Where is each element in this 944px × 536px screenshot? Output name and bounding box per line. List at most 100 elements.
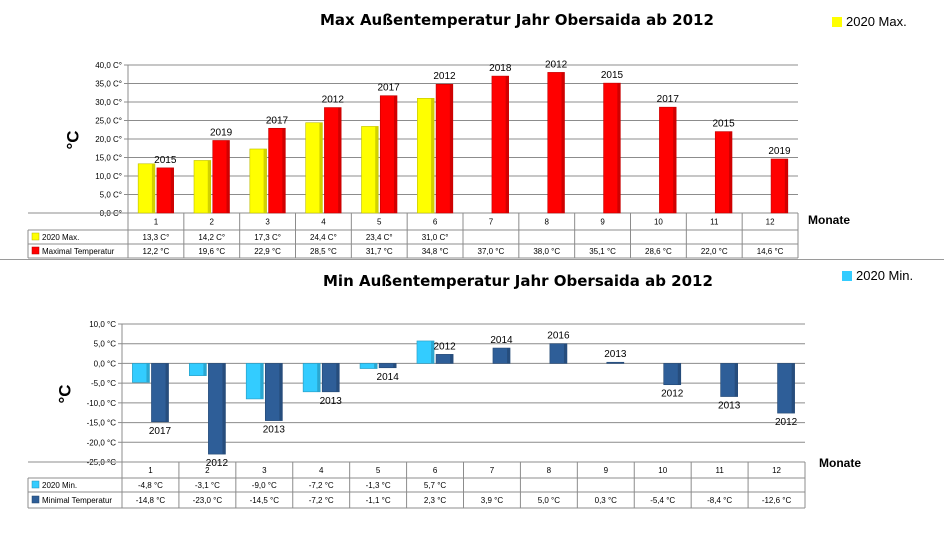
bar-year-label: 2019	[768, 146, 791, 157]
x-tick-label: 1	[148, 466, 153, 475]
bar-year-label: 2016	[547, 331, 570, 342]
y-tick-label: -15,0 °C	[87, 419, 117, 428]
x-tick-label: 10	[654, 218, 663, 227]
x-tick-label: 8	[545, 218, 550, 227]
table-value: -14,8 °C	[136, 496, 166, 505]
table-value: 35,1 °C	[589, 247, 616, 256]
bar-shade	[563, 343, 567, 364]
bar-shade	[260, 363, 264, 399]
table-value: 31,7 °C	[366, 247, 393, 256]
bar-shade	[734, 363, 738, 397]
y-tick-label: -10,0 °C	[87, 399, 117, 408]
bar-year-label: 2012	[433, 71, 456, 82]
x-tick-label: 9	[604, 466, 609, 475]
table-value: 23,4 C°	[366, 233, 393, 242]
bar-shade	[146, 363, 150, 383]
table-value: -12,6 °C	[762, 496, 792, 505]
chart-title: Min Außentemperatur Jahr Obersaida ab 20…	[323, 272, 713, 290]
x-tick-label: 8	[547, 466, 552, 475]
x-axis-label: Monate	[808, 213, 850, 227]
table-value: -7,2 °C	[309, 496, 334, 505]
table-value: 34,8 °C	[422, 247, 449, 256]
bar-year-label: 2012	[545, 59, 568, 70]
x-tick-label: 6	[433, 466, 438, 475]
x-tick-label: 4	[319, 466, 324, 475]
x-tick-label: 7	[490, 466, 495, 475]
bar-year-label: 2017	[657, 94, 680, 105]
x-tick-label: 2	[205, 466, 210, 475]
bar-year-label: 2019	[210, 127, 233, 138]
table-value: -14,5 °C	[250, 496, 280, 505]
x-tick-label: 4	[321, 218, 326, 227]
bar-shade	[431, 98, 435, 213]
y-tick-label: 10,0 C°	[95, 172, 122, 181]
y-tick-label: 15,0 C°	[95, 154, 122, 163]
table-value: -4,8 °C	[138, 481, 163, 490]
x-tick-label: 3	[265, 218, 270, 227]
bar-shade	[450, 354, 454, 364]
bar-shade	[338, 107, 342, 213]
bar-year-label: 2012	[433, 341, 456, 352]
bar-shade	[226, 140, 230, 213]
bar-shade	[375, 126, 379, 213]
bar-shade	[336, 363, 340, 392]
table-legend-key	[31, 480, 40, 489]
table-legend-key	[31, 246, 40, 255]
y-tick-label: 25,0 C°	[95, 117, 122, 126]
x-tick-label: 12	[772, 466, 781, 475]
bar-year-label: 2012	[775, 417, 798, 428]
bar-shade	[431, 340, 435, 364]
table-value: 37,0 °C	[478, 247, 505, 256]
x-tick-label: 9	[600, 218, 605, 227]
table-value: 22,9 °C	[254, 247, 281, 256]
bar-year-label: 2013	[320, 396, 343, 407]
bar-year-label: 2017	[266, 115, 289, 126]
bar-year-label: 2014	[490, 335, 513, 346]
y-tick-label: 5,0 C°	[100, 191, 122, 200]
y-tick-label: -5,0 °C	[91, 379, 116, 388]
bar-year-label: 2015	[601, 70, 624, 81]
bar-shade	[222, 363, 226, 455]
y-tick-label: 5,0 °C	[94, 340, 117, 349]
y-tick-label: 10,0 °C	[89, 320, 116, 329]
bar-shade	[151, 163, 155, 213]
y-tick-label: 0,0 °C	[94, 359, 117, 368]
bar-shade	[449, 84, 453, 214]
x-tick-label: 5	[376, 466, 381, 475]
bar-shade	[505, 76, 509, 213]
bar-shade	[784, 158, 788, 213]
table-value: 3,9 °C	[481, 496, 504, 505]
max-temperature-chart-panel: Max Außentemperatur Jahr Obersaida ab 20…	[0, 0, 944, 259]
table-value: 0,3 °C	[595, 496, 618, 505]
table-value: -5,4 °C	[650, 496, 675, 505]
table-value: -23,0 °C	[193, 496, 223, 505]
bar-year-label: 2015	[713, 119, 736, 130]
bar-year-label: 2017	[378, 83, 401, 94]
x-tick-label: 12	[766, 218, 775, 227]
table-value: 5,7 °C	[424, 481, 447, 490]
table-value: -1,1 °C	[366, 496, 391, 505]
bar-shade	[729, 131, 732, 213]
table-value: 31,0 C°	[422, 233, 449, 242]
bar-year-label: 2015	[154, 155, 177, 166]
table-value: 5,0 °C	[538, 496, 561, 505]
bar-shade	[620, 362, 624, 364]
bar	[492, 347, 511, 364]
y-tick-label: 20,0 C°	[95, 135, 122, 144]
bar-shade	[617, 83, 621, 213]
y-tick-label: -20,0 °C	[87, 438, 117, 447]
panel-divider	[0, 259, 944, 260]
bar-shade	[203, 363, 207, 376]
bar-shade	[279, 363, 283, 421]
bar-shade	[374, 363, 378, 369]
table-value: 14,2 C°	[198, 233, 225, 242]
bar-shade	[677, 363, 681, 385]
bar-shade	[263, 148, 267, 213]
chart-title: Max Außentemperatur Jahr Obersaida ab 20…	[320, 11, 714, 29]
bar-shade	[393, 363, 397, 368]
bar-year-label: 2013	[718, 401, 741, 412]
x-tick-label: 7	[489, 218, 494, 227]
bar-shade	[791, 363, 795, 414]
table-value: -3,1 °C	[195, 481, 220, 490]
x-tick-label: 10	[658, 466, 667, 475]
